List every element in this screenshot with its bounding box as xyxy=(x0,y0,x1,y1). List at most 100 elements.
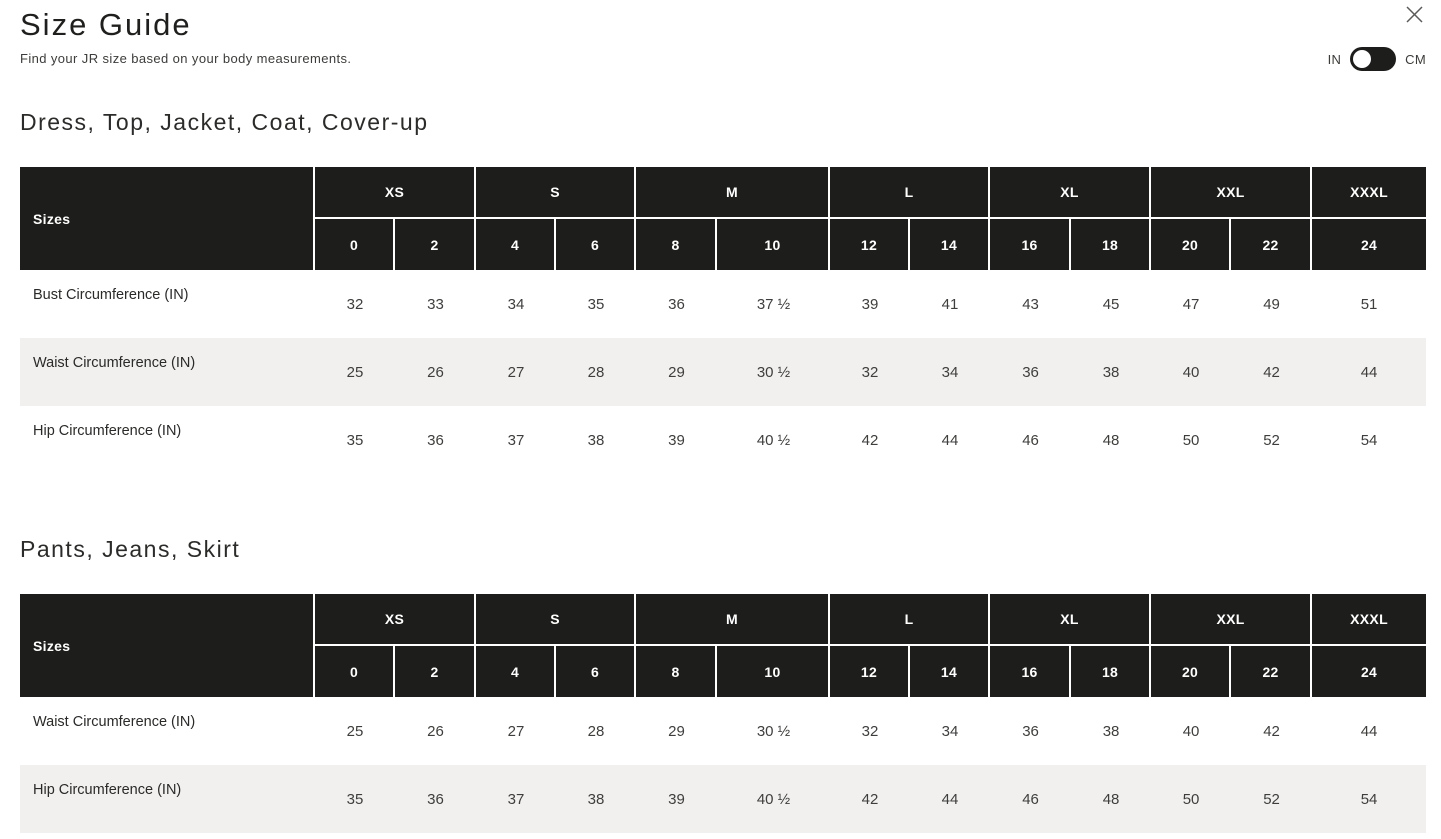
size-group-xxxl: XXXL xyxy=(1312,594,1427,646)
size-number: 20 xyxy=(1151,219,1232,270)
size-number: 0 xyxy=(315,646,395,697)
size-number: 4 xyxy=(476,646,556,697)
measurement-value: 36 xyxy=(668,295,685,313)
measurement-value: 40 ½ xyxy=(756,790,791,808)
measurement-value: 44 xyxy=(1360,363,1378,381)
measurement-label: Hip Circumference (IN) xyxy=(33,782,182,798)
measurement-label: Waist Circumference (IN) xyxy=(33,355,196,371)
size-number: 24 xyxy=(1312,646,1427,697)
toggle-knob xyxy=(1353,50,1372,68)
measurement-value: 42 xyxy=(861,790,879,808)
size-number: 16 xyxy=(990,219,1072,270)
section-heading-dress-top: Dress, Top, Jacket, Coat, Cover-up xyxy=(20,109,429,135)
close-icon xyxy=(1404,4,1425,25)
section-heading-pants: Pants, Jeans, Skirt xyxy=(20,536,241,562)
measurement-value: 36 xyxy=(427,431,444,449)
measurement-value: 29 xyxy=(668,363,685,381)
measurement-value: 35 xyxy=(346,431,364,449)
measurement-value: 45 xyxy=(1102,295,1120,313)
measurement-value: 52 xyxy=(1263,431,1280,449)
measurement-value: 34 xyxy=(941,363,959,381)
measurement-value: 38 xyxy=(1102,363,1120,381)
measurement-value: 30 ½ xyxy=(756,363,791,381)
sizes-corner-cell: Sizes xyxy=(20,167,315,270)
measurement-value: 41 xyxy=(941,295,959,313)
measurement-value: 42 xyxy=(861,431,879,449)
page-title: Size Guide xyxy=(20,7,192,42)
size-number: 8 xyxy=(636,219,718,270)
size-number: 14 xyxy=(910,646,991,697)
measurement-value: 54 xyxy=(1360,431,1378,449)
measurement-value: 36 xyxy=(1022,722,1039,740)
measurement-value: 42 xyxy=(1263,722,1280,740)
measurement-value: 51 xyxy=(1360,295,1378,313)
size-number: 6 xyxy=(556,219,637,270)
unit-label-in: IN xyxy=(1327,51,1342,67)
measurement-value: 48 xyxy=(1102,431,1120,449)
size-group-xs: XS xyxy=(315,167,476,219)
table-row-waist: Waist Circumference (IN) 25 26 27 28 29 … xyxy=(20,697,1427,765)
measurement-value: 34 xyxy=(941,722,959,740)
size-number: 10 xyxy=(717,219,831,270)
measurement-value: 44 xyxy=(941,790,959,808)
measurement-value: 49 xyxy=(1263,295,1280,313)
measurement-label: Hip Circumference (IN) xyxy=(33,423,182,439)
size-number: 8 xyxy=(636,646,718,697)
size-number: 12 xyxy=(830,646,911,697)
size-number: 0 xyxy=(315,219,395,270)
close-button[interactable] xyxy=(1400,0,1428,28)
table-row-hip: Hip Circumference (IN) 35 36 37 38 39 40… xyxy=(20,406,1427,474)
size-group-xs: XS xyxy=(315,594,476,646)
measurement-value: 37 xyxy=(507,431,525,449)
measurement-value: 42 xyxy=(1263,363,1280,381)
size-group-xl: XL xyxy=(990,594,1152,646)
measurement-value: 37 xyxy=(507,790,525,808)
size-group-l: L xyxy=(830,594,991,646)
measurement-value: 28 xyxy=(587,363,605,381)
size-group-xxl: XXL xyxy=(1151,167,1313,219)
measurement-label: Bust Circumference (IN) xyxy=(33,287,189,303)
size-number-header-row: 0 2 4 6 8 10 12 14 16 18 20 22 24 xyxy=(20,646,1427,697)
size-group-xxxl: XXXL xyxy=(1312,167,1427,219)
measurement-value: 38 xyxy=(587,431,605,449)
measurement-value: 48 xyxy=(1102,790,1120,808)
size-number: 12 xyxy=(830,219,911,270)
measurement-value: 25 xyxy=(346,722,364,740)
measurement-value: 47 xyxy=(1182,295,1200,313)
size-group-header-row: Sizes XS S M L XL XXL XXXL xyxy=(20,594,1427,697)
size-number: 22 xyxy=(1231,646,1313,697)
size-number: 24 xyxy=(1312,219,1427,270)
measurement-value: 30 ½ xyxy=(756,722,791,740)
size-group-m: M xyxy=(636,167,831,219)
measurement-value: 27 xyxy=(507,722,525,740)
measurement-value: 50 xyxy=(1182,431,1200,449)
measurement-value: 44 xyxy=(941,431,959,449)
unit-toggle[interactable] xyxy=(1350,47,1397,71)
measurement-value: 26 xyxy=(427,363,444,381)
measurement-value: 44 xyxy=(1360,722,1378,740)
size-number: 20 xyxy=(1151,646,1232,697)
measurement-value: 37 ½ xyxy=(756,295,791,313)
measurement-value: 33 xyxy=(427,295,444,313)
measurement-value: 25 xyxy=(346,363,364,381)
measurement-value: 26 xyxy=(427,722,444,740)
size-number-header-row: 0 2 4 6 8 10 12 14 16 18 20 22 24 xyxy=(20,219,1427,270)
measurement-value: 39 xyxy=(668,431,685,449)
page-subtitle: Find your JR size based on your body mea… xyxy=(20,51,352,66)
size-group-header-row: Sizes XS S M L XL XXL XXXL xyxy=(20,167,1427,270)
measurement-value: 29 xyxy=(668,722,685,740)
measurement-value: 32 xyxy=(861,722,879,740)
measurement-value: 43 xyxy=(1022,295,1039,313)
measurement-value: 38 xyxy=(1102,722,1120,740)
measurement-value: 50 xyxy=(1182,790,1200,808)
unit-label-cm: CM xyxy=(1405,51,1426,67)
size-number: 14 xyxy=(910,219,991,270)
measurement-value: 40 xyxy=(1182,363,1200,381)
size-number: 18 xyxy=(1071,219,1152,270)
measurement-value: 40 ½ xyxy=(756,431,791,449)
table-row-waist: Waist Circumference (IN) 25 26 27 28 29 … xyxy=(20,338,1427,406)
size-number: 10 xyxy=(717,646,831,697)
measurement-value: 39 xyxy=(861,295,879,313)
size-number: 2 xyxy=(395,219,476,270)
